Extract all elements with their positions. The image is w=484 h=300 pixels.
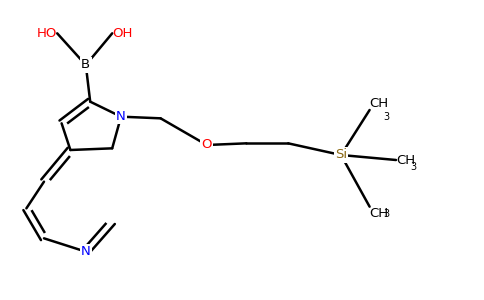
Text: CH: CH [370, 97, 389, 110]
Text: OH: OH [112, 27, 133, 40]
Text: HO: HO [37, 27, 57, 40]
Text: O: O [201, 139, 212, 152]
Text: CH: CH [370, 207, 389, 220]
Text: N: N [81, 245, 91, 258]
Text: 3: 3 [410, 163, 416, 172]
Text: CH: CH [396, 154, 415, 166]
Text: 3: 3 [384, 209, 390, 219]
Text: B: B [81, 58, 91, 71]
Text: Si: Si [335, 148, 347, 161]
Text: N: N [116, 110, 126, 123]
Text: 3: 3 [384, 112, 390, 122]
